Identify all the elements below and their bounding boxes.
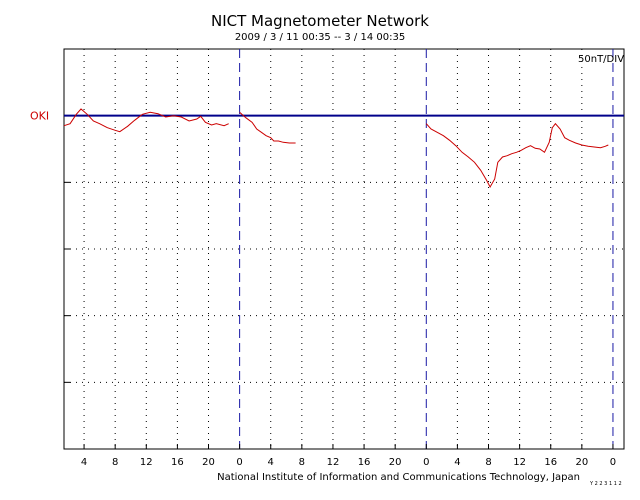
x-tick-label: 16 <box>358 457 371 468</box>
x-tick-label: 16 <box>171 457 184 468</box>
trace-segment-oki <box>239 111 296 144</box>
x-tick-label: 20 <box>202 457 215 468</box>
x-tick-label: 0 <box>610 457 616 468</box>
x-tick-label: 20 <box>389 457 402 468</box>
chart-date-range: 2009 / 3 / 11 00:35 -- 3 / 14 00:35 <box>234 32 406 43</box>
x-tick-label: 16 <box>544 457 557 468</box>
x-tick-label: 12 <box>513 457 526 468</box>
x-tick-label: 12 <box>327 457 340 468</box>
small-status-mark: Y 2 2 3 1 1 2 <box>590 481 622 487</box>
x-tick-label: 4 <box>268 457 274 468</box>
trace-segment-oki <box>425 122 609 189</box>
x-tick-label: 0 <box>423 457 429 468</box>
x-tick-label: 8 <box>112 457 118 468</box>
x-tick-label: 8 <box>299 457 305 468</box>
x-tick-label: 12 <box>140 457 153 468</box>
scale-label: 50nT/DIV <box>578 54 624 65</box>
chart-title: NICT Magnetometer Network <box>210 12 429 30</box>
x-tick-label: 20 <box>575 457 588 468</box>
trace-layer <box>63 108 609 189</box>
trace-segment-oki <box>63 108 229 133</box>
grid-layer <box>64 48 624 450</box>
x-tick-label: 4 <box>81 457 87 468</box>
credit-text: National Institute of Information and Co… <box>217 472 580 483</box>
x-tick-layer: 4 8 12 16 20 0 4 8 12 16 20 0 4 8 12 16 20 0 <box>81 444 616 468</box>
station-label-oki: OKI <box>30 110 49 123</box>
x-tick-label: 4 <box>454 457 460 468</box>
x-tick-label: 0 <box>236 457 242 468</box>
x-tick-label: 8 <box>485 457 491 468</box>
day-divider-layer <box>239 49 614 449</box>
